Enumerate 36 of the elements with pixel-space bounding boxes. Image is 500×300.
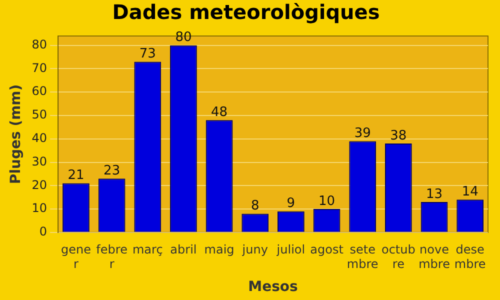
data-label: 14: [462, 184, 478, 200]
y-tick-label: 60: [32, 84, 48, 98]
data-label: 21: [68, 168, 84, 184]
y-tick-label: 20: [32, 178, 48, 192]
x-tick-label: juliol: [276, 242, 306, 257]
x-tick-label: octubre: [381, 242, 416, 272]
x-tick-label: febrer: [96, 242, 128, 272]
data-label: 39: [354, 126, 371, 142]
y-tick-label: 40: [32, 131, 48, 145]
y-tick-label: 80: [32, 37, 48, 52]
y-tick-label: 70: [32, 60, 48, 75]
x-tick-label: agost: [310, 242, 344, 257]
data-label: 9: [286, 196, 296, 212]
x-axis-title: Mesos: [248, 279, 298, 296]
data-label: 23: [104, 164, 120, 178]
chart-title: Dades meteorològiques: [112, 0, 380, 24]
y-tick-label: 50: [32, 108, 48, 122]
data-label: 13: [426, 186, 443, 202]
y-tick-label: 0: [39, 224, 48, 239]
x-tick-label: desembre: [454, 242, 486, 272]
x-tick-label: abril: [170, 242, 197, 257]
x-tick-label: novembre: [418, 242, 450, 272]
x-tick-label: setembre: [346, 242, 378, 272]
data-label: 8: [250, 198, 260, 214]
data-label: 80: [175, 30, 192, 46]
data-label: 73: [139, 46, 156, 62]
y-tick-label: 10: [32, 201, 48, 216]
x-tick-label: gener: [60, 242, 91, 272]
x-tick-label: juny: [241, 242, 268, 257]
data-label: 38: [390, 128, 407, 144]
y-tick-label: 30: [32, 154, 48, 168]
x-tick-label: març: [132, 242, 163, 257]
y-axis-title: Pluges (mm): [8, 84, 24, 184]
data-label: 10: [318, 194, 336, 209]
data-label: 48: [211, 105, 228, 120]
x-tick-label: maig: [204, 242, 234, 257]
